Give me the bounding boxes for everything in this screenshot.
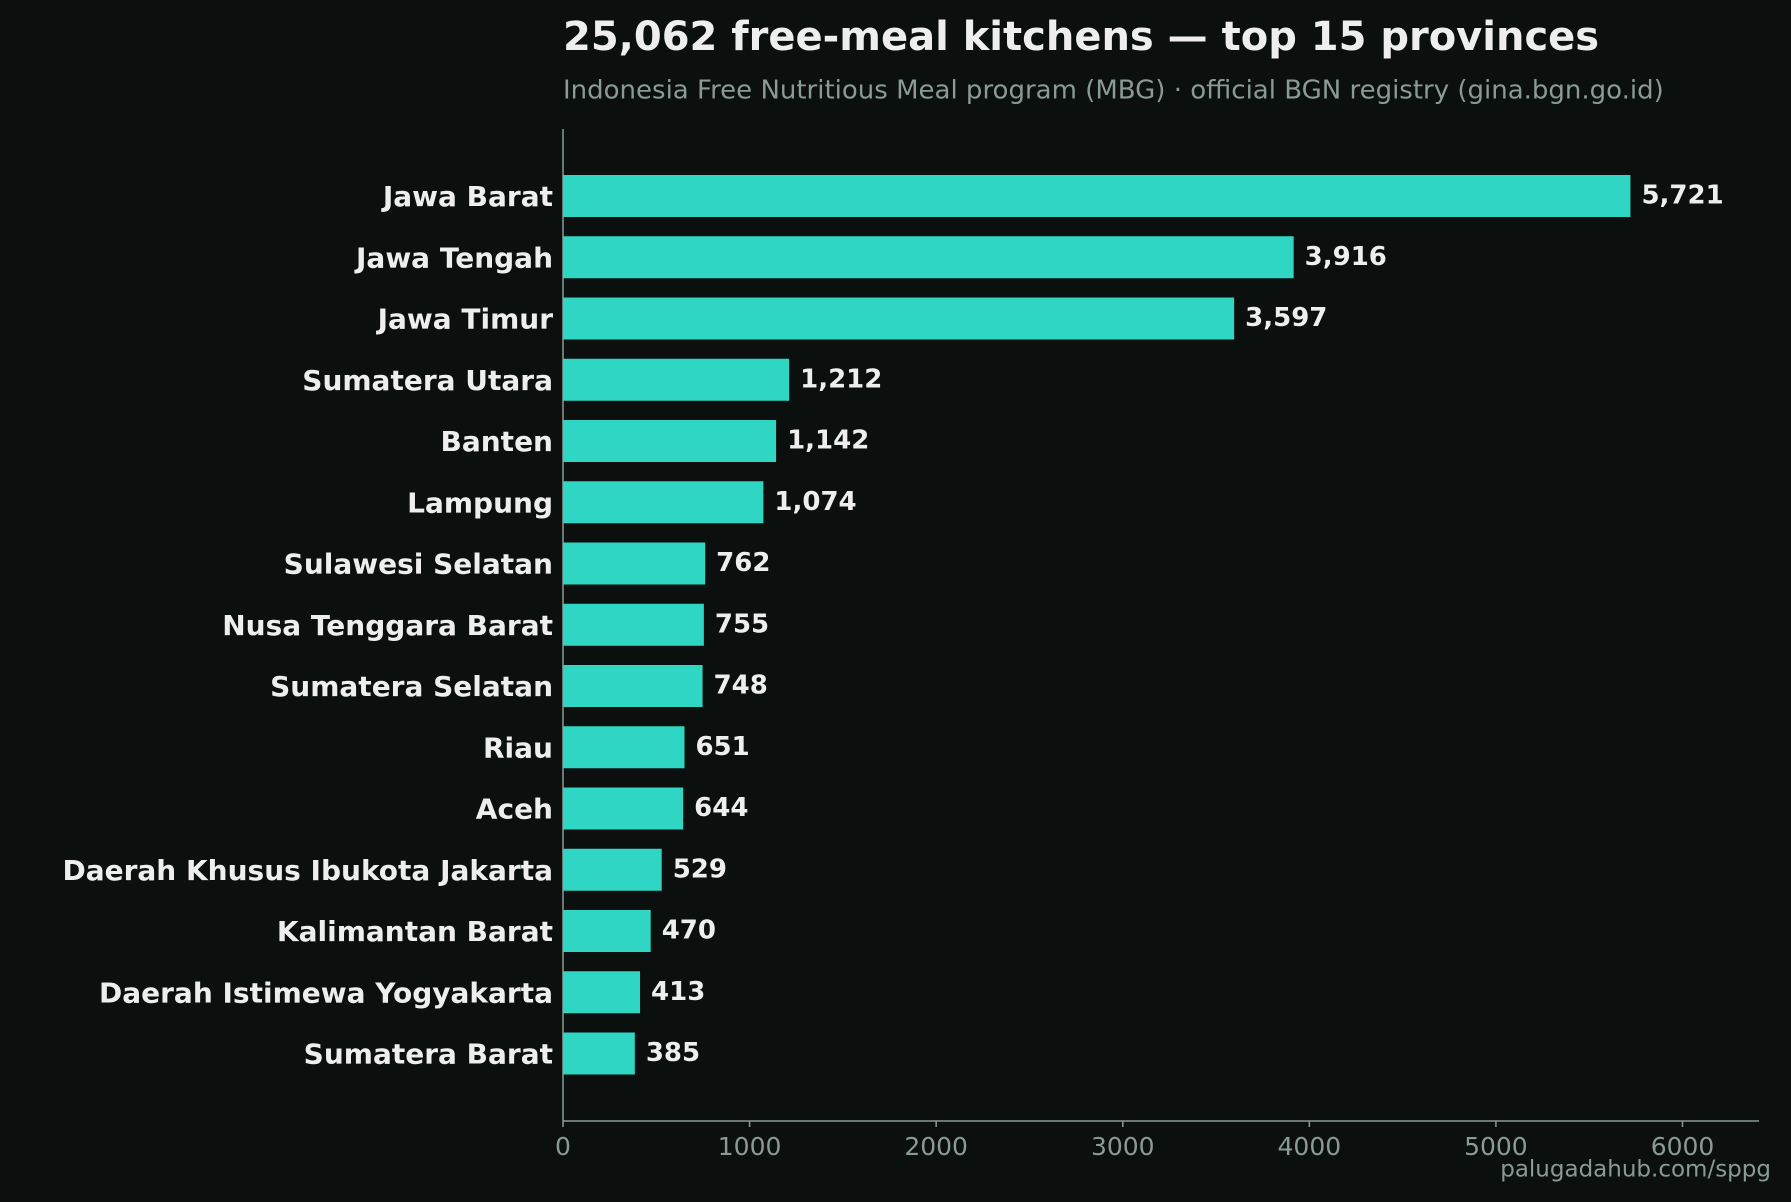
value-label: 651 [695, 732, 749, 762]
source-note: palugadahub.com/sppg [1500, 1157, 1771, 1183]
value-label: 470 [662, 916, 716, 946]
value-label: 1,074 [774, 487, 856, 517]
y-tick-label: Lampung [407, 486, 553, 519]
bar [563, 603, 704, 646]
bar [563, 971, 641, 1014]
bar [563, 665, 703, 707]
chart-subtitle: Indonesia Free Nutritious Meal program (… [563, 76, 1664, 106]
y-tick-label: Sumatera Barat [304, 1038, 553, 1071]
value-label: 385 [646, 1038, 700, 1068]
y-tick-label: Jawa Tengah [354, 241, 553, 274]
value-label: 529 [673, 854, 727, 884]
y-tick-label: Kalimantan Barat [277, 915, 553, 948]
value-label: 3,597 [1245, 303, 1327, 333]
x-tick-label: 3000 [1091, 1132, 1155, 1161]
y-tick-label: Sulawesi Selatan [284, 548, 553, 581]
bar [563, 542, 706, 585]
value-label: 5,721 [1641, 181, 1723, 211]
value-label: 748 [714, 671, 768, 701]
value-label: 413 [651, 977, 705, 1007]
bar [563, 787, 684, 830]
y-tick-label: Daerah Khusus Ibukota Jakarta [62, 854, 553, 887]
bar [563, 297, 1235, 340]
bar [563, 848, 662, 891]
bar [563, 481, 764, 524]
bar [563, 175, 1631, 217]
value-label: 762 [716, 548, 770, 578]
y-tick-label: Jawa Barat [381, 180, 553, 213]
bar [563, 236, 1294, 279]
bar [563, 1032, 635, 1075]
y-tick-label: Daerah Istimewa Yogyakarta [99, 976, 553, 1009]
y-tick-label: Banten [441, 425, 553, 458]
y-tick-label: Sumatera Utara [302, 364, 553, 397]
x-tick-label: 0 [555, 1132, 571, 1161]
x-tick-label: 6000 [1651, 1132, 1715, 1161]
y-tick-label: Riau [483, 731, 553, 764]
x-tick-label: 5000 [1464, 1132, 1528, 1161]
y-tick-label: Jawa Timur [376, 303, 554, 336]
value-label: 755 [715, 609, 769, 639]
bar [563, 420, 777, 462]
y-tick-label: Sumatera Selatan [270, 670, 553, 703]
bar [563, 910, 651, 952]
value-label: 1,212 [800, 364, 882, 394]
y-tick-label: Nusa Tenggara Barat [222, 609, 553, 642]
x-tick-label: 1000 [718, 1132, 782, 1161]
chart-title: 25,062 free-meal kitchens — top 15 provi… [563, 14, 1599, 60]
value-label: 1,142 [787, 426, 869, 456]
x-tick-label: 2000 [904, 1132, 968, 1161]
x-tick-label: 4000 [1278, 1132, 1342, 1161]
value-label: 3,916 [1305, 242, 1387, 272]
bar [563, 726, 685, 769]
value-label: 644 [694, 793, 748, 823]
bar [563, 358, 790, 401]
y-tick-label: Aceh [476, 793, 553, 826]
